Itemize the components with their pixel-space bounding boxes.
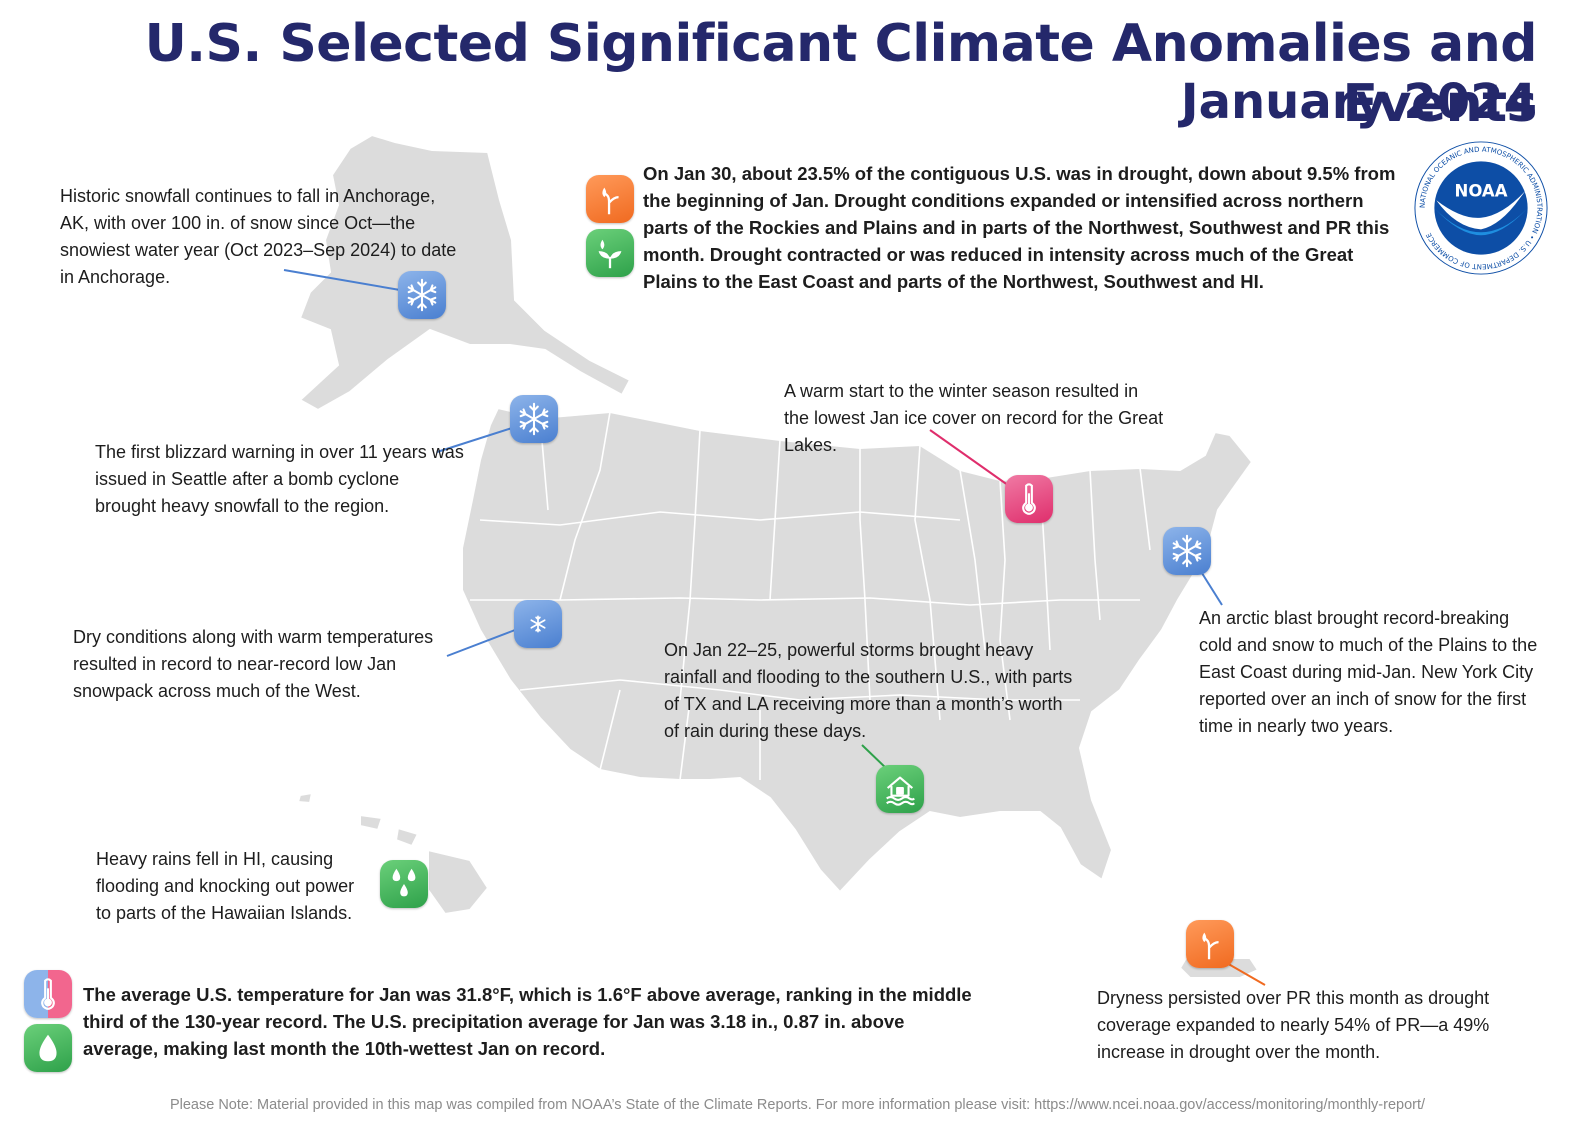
leader-arctic — [1199, 569, 1223, 606]
dry-plant-icon — [586, 175, 634, 223]
water-drop-icon — [24, 1024, 72, 1072]
arctic-annotation: An arctic blast brought record-breaking … — [1199, 608, 1538, 736]
hawaii-shape — [296, 791, 490, 916]
storms-annotation: On Jan 22–25, powerful storms brought he… — [664, 640, 1073, 741]
dry-plant-icon — [1186, 920, 1234, 968]
state-borders — [470, 411, 1151, 781]
seattle-annotation: The first blizzard warning in over 11 ye… — [95, 442, 464, 516]
snowpack-annotation: Dry conditions along with warm temperatu… — [73, 627, 434, 701]
alaska-shape — [298, 133, 632, 412]
alaska-annotation: Historic snowfall continues to fall in A… — [60, 186, 457, 287]
sprout-icon — [586, 229, 634, 277]
page-subtitle: January 2024 — [1180, 74, 1537, 130]
snowflake-icon — [514, 600, 562, 648]
puerto-rico-annotation: Dryness persisted over PR this month as … — [1097, 988, 1490, 1062]
footnote: Please Note: Material provided in this m… — [169, 1097, 1426, 1113]
national-annotation: The average U.S. temperature for Jan was… — [83, 984, 972, 1059]
drought-annotation: On Jan 30, about 23.5% of the contiguous… — [643, 163, 1396, 292]
conus-shape — [461, 406, 1254, 894]
snowflake-icon — [510, 395, 558, 443]
flooded-house-icon — [876, 765, 924, 813]
hawaii-annotation: Heavy rains fell in HI, causing flooding… — [96, 849, 355, 923]
leader-seattle — [436, 427, 513, 453]
noaa-wordmark: NOAA — [1455, 181, 1508, 200]
snowflake-icon — [1163, 527, 1211, 575]
page-title: U.S. Selected Significant Climate Anomal… — [144, 14, 1538, 134]
thermometer-icon — [24, 970, 72, 1018]
leader-alaska — [283, 269, 401, 291]
snowflake-icon — [398, 271, 446, 319]
leader-snowpack — [446, 629, 516, 657]
noaa-logo: NATIONAL OCEANIC AND ATMOSPHERIC ADMINIS… — [1414, 141, 1548, 275]
leader-great-lakes — [929, 429, 1013, 489]
leader-puerto-rico — [1224, 961, 1266, 986]
raindrops-icon — [380, 860, 428, 908]
great-lakes-annotation: A warm start to the winter season result… — [784, 381, 1164, 455]
thermometer-icon — [1005, 475, 1053, 523]
